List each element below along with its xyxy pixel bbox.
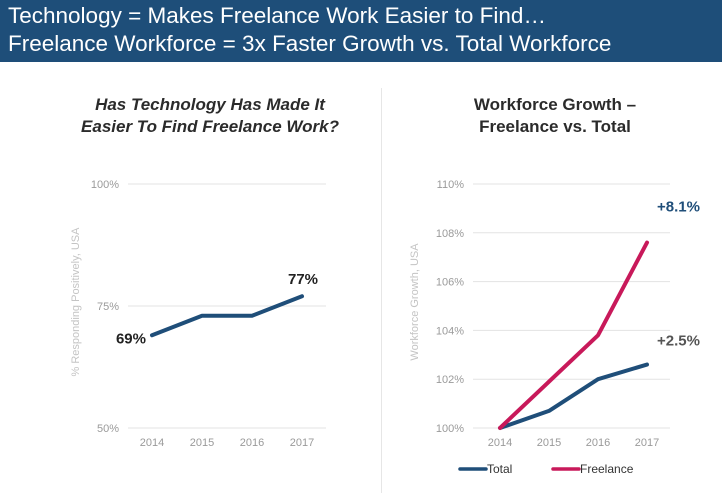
- series-line-freelance: [498, 240, 649, 430]
- y-tick-label: 50%: [97, 423, 119, 435]
- y-tick-label: 106%: [436, 277, 464, 289]
- y-tick-label: 100%: [91, 179, 119, 191]
- x-tick-label: 2015: [190, 437, 214, 449]
- y-tick-label: 75%: [97, 301, 119, 313]
- x-tick-label: 2015: [537, 437, 561, 449]
- x-tick-label: 2017: [635, 437, 659, 449]
- legend-label-total: Total: [487, 462, 512, 476]
- series-line-total: [498, 362, 649, 430]
- y-tick-label: 102%: [436, 374, 464, 386]
- x-tick-label: 2016: [240, 437, 264, 449]
- x-tick-label: 2014: [488, 437, 512, 449]
- legend-label-freelance: Freelance: [580, 462, 634, 476]
- y-tick-label: 100%: [436, 423, 464, 435]
- header-banner: Technology = Makes Freelance Work Easier…: [0, 0, 722, 62]
- y-tick-label: 108%: [436, 228, 464, 240]
- y-axis-title: Workforce Growth, USA: [409, 243, 421, 361]
- left-chart-title: Has Technology Has Made It Easier To Find…: [81, 95, 339, 136]
- data-label-total: +2.5%: [657, 333, 700, 350]
- x-tick-label: 2014: [140, 437, 164, 449]
- data-label-2014: 69%: [116, 330, 146, 347]
- y-tick-label: 110%: [437, 179, 465, 191]
- data-label-2017: 77%: [288, 271, 318, 288]
- header-title-line-1: Technology = Makes Freelance Work Easier…: [8, 3, 546, 28]
- series-line-responding-positively: [150, 294, 304, 338]
- header-title-line-2: Freelance Workforce = 3x Faster Growth v…: [8, 31, 612, 56]
- y-tick-label: 104%: [436, 325, 464, 337]
- x-tick-label: 2016: [586, 437, 610, 449]
- y-axis-title: % Responding Positively, USA: [70, 227, 82, 377]
- x-tick-label: 2017: [290, 437, 314, 449]
- chart-divider: [381, 88, 382, 493]
- right-chart-title: Workforce Growth – Freelance vs. Total: [473, 95, 637, 136]
- data-label-freelance: +8.1%: [657, 199, 700, 216]
